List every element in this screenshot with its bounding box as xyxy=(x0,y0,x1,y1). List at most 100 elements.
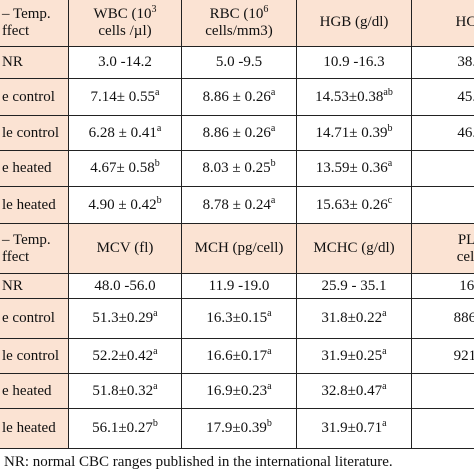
data-cell: 921.6 xyxy=(411,338,474,374)
superscript: c xyxy=(387,194,393,206)
superscript: a xyxy=(270,86,276,98)
cell-text: 8.03 ± 0.25 xyxy=(202,160,271,176)
header-cell: MCHC (g/dl) xyxy=(296,223,412,274)
cell-text: 886.3 xyxy=(453,310,474,326)
header-cell: PLTcells xyxy=(411,223,474,274)
cell-text: 31.9±0.71 xyxy=(321,420,383,436)
superscript: ab xyxy=(383,86,393,98)
label-text: e heated xyxy=(2,382,52,399)
data-cell: 8.03 ± 0.25b xyxy=(181,150,297,187)
data-row: NR 48.0 -56.0 11.9 -19.0 25.9 - 35.1 160 xyxy=(0,273,474,299)
cell-text: 13.59± 0.36 xyxy=(315,160,388,176)
header-cell: HGB (g/dl) xyxy=(296,0,412,47)
data-cell: 7.14± 0.55a xyxy=(68,78,182,116)
data-cell: 8.86 ± 0.26a xyxy=(181,78,297,116)
label-text: le control xyxy=(2,347,60,364)
cell-text: 51.3±0.29 xyxy=(92,310,154,326)
cell-text: 5.0 -9.5 xyxy=(215,54,263,70)
header-cell: MCH (pg/cell) xyxy=(181,223,297,274)
superscript: b xyxy=(152,418,158,429)
header-cell: – Temp. ffect xyxy=(0,0,69,47)
data-cell: 32.8±0.47a xyxy=(296,373,412,409)
data-cell: 52.2±0.42a xyxy=(68,338,182,374)
cell-text: 52.2±0.42 xyxy=(92,347,154,364)
footnote: NR: normal CBC ranges published in the i… xyxy=(4,454,393,470)
superscript: b xyxy=(387,122,393,134)
data-cell: 8.78 ± 0.24a xyxy=(181,186,297,224)
data-cell xyxy=(411,373,474,409)
cell-text: 45.4 xyxy=(457,88,474,105)
label-text: le heated xyxy=(2,196,56,213)
data-cell: 5.0 -9.5 xyxy=(181,46,297,79)
data-cell: 31.9±0.25a xyxy=(296,338,412,374)
superscript: 6 xyxy=(263,3,269,15)
data-row: e control 7.14± 0.55a 8.86 ± 0.26a 14.53±0.… xyxy=(0,78,474,116)
data-row: NR 3.0 -14.2 5.0 -9.5 10.9 -16.3 38.5 xyxy=(0,46,474,79)
cell-text: 48.0 -56.0 xyxy=(94,277,156,294)
cell-text: 31.9±0.25 xyxy=(321,347,383,364)
superscript: a xyxy=(387,158,393,169)
cell-text: 46.2 xyxy=(457,124,474,141)
header-cell: – Temp. ffect xyxy=(0,223,69,274)
header-text: cells xyxy=(456,248,474,265)
superscript: b xyxy=(156,194,162,206)
data-cell: 31.9±0.71a xyxy=(296,408,412,449)
cell-text: 56.1±0.27 xyxy=(92,420,153,436)
row-label: NR xyxy=(0,46,69,79)
cell-text: 6.28 ± 0.41 xyxy=(88,124,157,141)
data-cell: 51.3±0.29a xyxy=(68,298,182,339)
data-cell: 56.1±0.27b xyxy=(68,408,182,449)
header-row: – Temp. ffect WBC (103 cells /µl) RBC (106 ce… xyxy=(0,0,474,47)
header-text: RBC (10 xyxy=(209,5,264,22)
superscript: a xyxy=(382,345,387,357)
data-cell: 886.3 xyxy=(411,298,474,339)
superscript: a xyxy=(382,308,387,319)
header-text: WBC (10 xyxy=(93,5,152,22)
data-cell xyxy=(411,408,474,449)
cell-text: 160 xyxy=(459,277,474,294)
data-cell: 14.71± 0.39b xyxy=(296,115,412,151)
superscript: a xyxy=(382,380,387,392)
label-text: le control xyxy=(2,124,60,141)
row-label: e heated xyxy=(0,150,69,187)
row-label: le heated xyxy=(0,186,69,224)
row-label: le heated xyxy=(0,408,69,449)
data-cell: 4.90 ± 0.42b xyxy=(68,186,182,224)
data-cell: 14.53±0.38ab xyxy=(296,78,412,116)
cell-text: 14.71± 0.39 xyxy=(315,124,388,141)
blood-table: – Temp. ffect WBC (103 cells /µl) RBC (106 ce… xyxy=(0,0,474,449)
data-cell: 16.6±0.17a xyxy=(181,338,297,374)
cell-text: 16.3±0.15 xyxy=(206,310,268,326)
cell-text: 17.9±0.39 xyxy=(206,420,267,436)
header-text: MCH (pg/cell) xyxy=(194,240,284,256)
header-text: HGB (g/dl) xyxy=(319,14,389,30)
cell-text: 38.5 xyxy=(457,54,474,70)
data-cell: 17.9±0.39b xyxy=(181,408,297,449)
superscript: a xyxy=(153,345,158,357)
cell-text: 8.86 ± 0.26 xyxy=(202,88,271,105)
superscript: b xyxy=(266,418,272,429)
data-cell: 16.3±0.15a xyxy=(181,298,297,339)
label-text: le heated xyxy=(2,420,56,436)
header-text: – Temp. xyxy=(2,5,51,22)
data-cell: 15.63± 0.26c xyxy=(296,186,412,224)
superscript: a xyxy=(382,418,387,429)
data-cell: 16.9±0.23a xyxy=(181,373,297,409)
cell-text: 7.14± 0.55 xyxy=(90,88,156,105)
data-cell: 6.28 ± 0.41a xyxy=(68,115,182,151)
cell-text: 31.8±0.22 xyxy=(321,310,383,326)
label-text: NR xyxy=(2,54,23,70)
header-text: MCHC (g/dl) xyxy=(313,240,395,256)
data-cell: 46.2 xyxy=(411,115,474,151)
data-row: le heated 4.90 ± 0.42b 8.78 ± 0.24a 15.63± … xyxy=(0,186,474,224)
label-text: e control xyxy=(2,310,55,326)
cell-text: 14.53±0.38 xyxy=(315,88,384,105)
header-cell: MCV (fl) xyxy=(68,223,182,274)
cell-text: 15.63± 0.26 xyxy=(315,196,388,213)
data-cell: 10.9 -16.3 xyxy=(296,46,412,79)
cell-text: 16.6±0.17 xyxy=(206,347,268,364)
header-row: – Temp. ffect MCV (fl) MCH (pg/cell) MCHC (g… xyxy=(0,223,474,274)
cell-text: 3.0 -14.2 xyxy=(98,54,152,70)
header-text: cells /µl) xyxy=(98,22,152,39)
header-text: cells/mm3) xyxy=(205,22,273,39)
